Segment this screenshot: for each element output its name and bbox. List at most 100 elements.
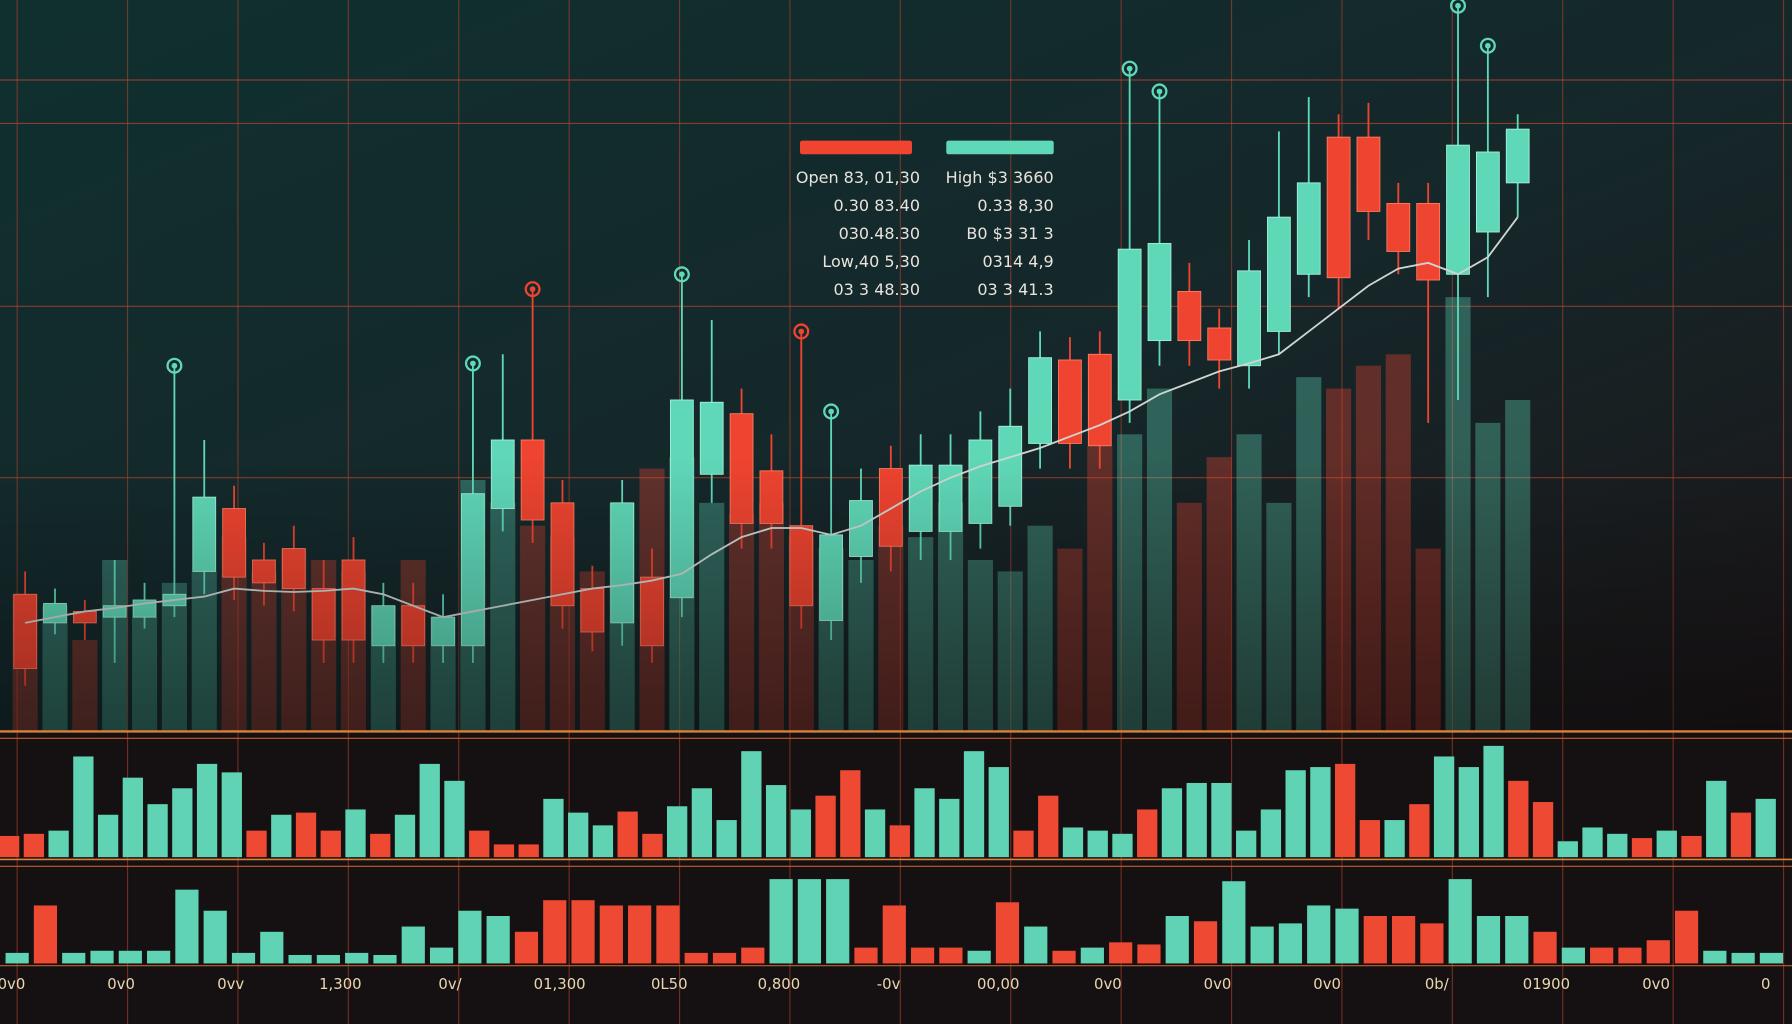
bar [1448, 879, 1472, 964]
bar [1730, 812, 1752, 858]
wick-marker-dot [529, 286, 536, 292]
candle-body [311, 588, 336, 641]
bar [765, 785, 787, 858]
bar [33, 905, 58, 964]
candle-body [1028, 357, 1052, 444]
x-tick-label: 0b/ [1425, 975, 1449, 993]
candle-body [490, 439, 515, 510]
candle-body [640, 576, 664, 647]
background-column [72, 640, 98, 732]
candle-body [610, 502, 635, 624]
bar [73, 756, 94, 858]
x-tick-label: 0v0 [1204, 975, 1232, 993]
bar [592, 825, 614, 858]
bar [231, 952, 256, 964]
bar [1706, 780, 1727, 858]
wick-marker-dot [679, 271, 685, 278]
x-tick-label: 1,300 [319, 975, 362, 993]
bar [1646, 940, 1670, 964]
info-left: 030.48.30 [839, 224, 920, 243]
bar [23, 833, 45, 858]
background-column [1117, 434, 1143, 732]
candle-body [43, 602, 67, 624]
bar [122, 777, 143, 858]
bar [914, 788, 935, 858]
bar [1186, 782, 1207, 858]
bar [1137, 944, 1161, 964]
background-column [1415, 548, 1441, 732]
bar [196, 763, 218, 858]
wick-marker [793, 323, 810, 340]
background-column [1355, 365, 1382, 732]
legend-swatch-teal [946, 140, 1054, 155]
candle-body [1475, 151, 1500, 233]
candle-body [580, 588, 605, 633]
bar [1476, 916, 1501, 964]
candle-body [759, 470, 784, 524]
bar [373, 954, 397, 964]
background-column [908, 537, 934, 732]
x-tick-label: -0v [877, 975, 901, 993]
bar [370, 833, 391, 858]
background-column [1385, 354, 1411, 732]
candle-body [1505, 128, 1530, 184]
candle-body [699, 401, 724, 475]
wick-marker-dot [470, 360, 476, 367]
bar [910, 947, 935, 964]
bar [1260, 809, 1282, 858]
x-tick-label: 01,300 [534, 975, 586, 993]
bar [1250, 926, 1274, 964]
bar [1582, 827, 1603, 858]
bar [394, 814, 416, 858]
background-column [1206, 457, 1232, 732]
bar [458, 910, 482, 964]
candle-body [222, 508, 246, 578]
bar [1674, 910, 1699, 964]
candle-body [878, 468, 903, 547]
candle-body [1326, 136, 1351, 279]
wick-marker [823, 403, 840, 420]
bar [1561, 947, 1585, 964]
bar [246, 830, 267, 858]
bar [295, 812, 317, 858]
bar [691, 788, 713, 858]
bar [419, 763, 440, 858]
bar [1590, 947, 1614, 964]
bar [1335, 908, 1359, 964]
candle-body [1296, 182, 1321, 275]
bar [1631, 838, 1653, 858]
bar [543, 798, 564, 858]
bar [320, 830, 341, 858]
info-right: 0.33 8,30 [977, 196, 1053, 215]
bar [568, 812, 589, 858]
candle-body [819, 534, 844, 622]
candle-body [371, 605, 396, 647]
bar [939, 947, 963, 964]
background-column [1266, 502, 1292, 732]
background-column [1146, 388, 1173, 732]
wick-marker [673, 266, 690, 283]
info-right: High $3 3660 [946, 168, 1054, 187]
bar [203, 910, 227, 964]
candle-body [1207, 327, 1232, 361]
wick-marker-dot [1126, 65, 1133, 72]
background-column [1326, 388, 1352, 732]
bar [1193, 921, 1218, 964]
bar [0, 835, 20, 858]
x-tick-label: 00,00 [977, 975, 1020, 993]
x-tick-label: 0,800 [758, 975, 801, 993]
background-column [1296, 377, 1322, 732]
bar [221, 772, 242, 858]
bar [1533, 931, 1557, 964]
info-right: 0314 4,9 [982, 252, 1053, 271]
bar [1062, 827, 1084, 858]
candle-body [550, 502, 575, 607]
wick-marker [524, 281, 541, 298]
candle-body [998, 425, 1023, 507]
bar [1607, 833, 1628, 858]
bar [1505, 916, 1529, 964]
bar [1656, 830, 1677, 858]
x-tick-label: 0L50 [651, 975, 688, 993]
bar [469, 830, 490, 858]
candle-body [729, 413, 754, 524]
